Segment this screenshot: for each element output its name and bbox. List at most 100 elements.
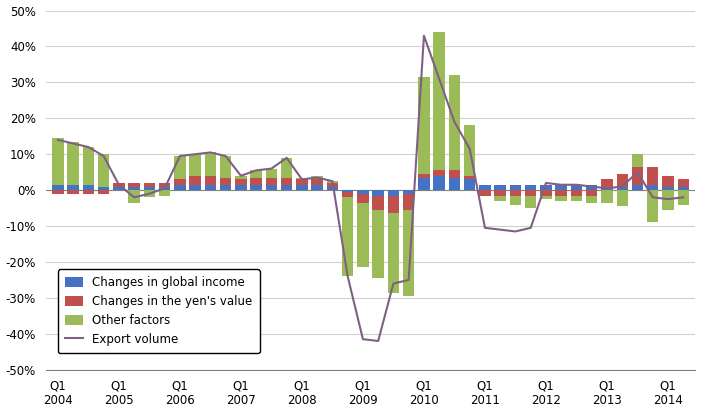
Bar	[144, 190, 155, 197]
Bar	[342, 190, 353, 192]
Bar	[601, 190, 613, 203]
Bar	[281, 178, 292, 185]
Bar	[128, 187, 139, 190]
Bar	[98, 154, 109, 187]
Legend: Changes in global income, Changes in the yen's value, Other factors, Export volu: Changes in global income, Changes in the…	[58, 269, 259, 353]
Bar	[83, 185, 94, 190]
Bar	[418, 174, 430, 178]
Bar	[525, 185, 536, 190]
Bar	[555, 195, 567, 201]
Bar	[297, 179, 308, 185]
Bar	[601, 187, 613, 190]
Bar	[525, 190, 536, 195]
Bar	[555, 185, 567, 190]
Bar	[189, 154, 201, 176]
Bar	[632, 154, 644, 167]
Bar	[479, 185, 491, 190]
Bar	[342, 197, 353, 276]
Bar	[616, 187, 628, 190]
Bar	[678, 187, 689, 190]
Bar	[358, 203, 369, 267]
Bar	[281, 158, 292, 178]
Bar	[418, 77, 430, 174]
Bar	[358, 194, 369, 203]
Bar	[297, 178, 308, 179]
Bar	[403, 210, 414, 296]
Bar	[67, 190, 79, 194]
Bar	[616, 190, 628, 206]
Bar	[174, 185, 186, 190]
Bar	[662, 190, 674, 210]
Bar	[189, 176, 201, 185]
Bar	[403, 190, 414, 194]
Bar	[540, 195, 552, 199]
Bar	[235, 185, 247, 190]
Bar	[83, 147, 94, 185]
Bar	[52, 190, 64, 194]
Bar	[98, 190, 109, 194]
Bar	[433, 171, 445, 176]
Bar	[632, 167, 644, 185]
Bar	[52, 185, 64, 190]
Bar	[205, 176, 216, 185]
Bar	[571, 190, 583, 195]
Bar	[388, 190, 399, 195]
Bar	[372, 195, 384, 210]
Bar	[647, 167, 658, 185]
Bar	[235, 176, 247, 179]
Bar	[479, 190, 491, 195]
Bar	[494, 190, 506, 195]
Bar	[113, 187, 125, 190]
Bar	[662, 176, 674, 187]
Bar	[174, 179, 186, 185]
Bar	[358, 190, 369, 194]
Bar	[83, 190, 94, 194]
Bar	[67, 185, 79, 190]
Bar	[571, 195, 583, 201]
Bar	[510, 185, 521, 190]
Bar	[494, 185, 506, 190]
Bar	[449, 75, 460, 171]
Bar	[418, 178, 430, 190]
Bar	[250, 185, 262, 190]
Bar	[266, 178, 277, 185]
Bar	[311, 179, 323, 185]
Bar	[266, 169, 277, 178]
Bar	[220, 156, 231, 178]
Bar	[616, 174, 628, 187]
Bar	[388, 214, 399, 292]
Bar	[250, 171, 262, 178]
Bar	[144, 183, 155, 187]
Bar	[540, 190, 552, 195]
Bar	[662, 187, 674, 190]
Bar	[159, 187, 170, 190]
Bar	[220, 178, 231, 185]
Bar	[220, 185, 231, 190]
Bar	[571, 185, 583, 190]
Bar	[205, 185, 216, 190]
Bar	[449, 178, 460, 190]
Bar	[266, 185, 277, 190]
Bar	[586, 185, 597, 190]
Bar	[647, 185, 658, 190]
Bar	[464, 126, 475, 176]
Bar	[601, 179, 613, 187]
Bar	[67, 142, 79, 185]
Bar	[433, 32, 445, 171]
Bar	[540, 185, 552, 190]
Bar	[647, 190, 658, 223]
Bar	[327, 183, 338, 187]
Bar	[510, 190, 521, 195]
Bar	[235, 179, 247, 185]
Bar	[311, 185, 323, 190]
Bar	[586, 195, 597, 203]
Bar	[403, 194, 414, 210]
Bar	[128, 183, 139, 187]
Bar	[144, 187, 155, 190]
Bar	[678, 190, 689, 204]
Bar	[678, 179, 689, 187]
Bar	[372, 210, 384, 278]
Bar	[159, 183, 170, 187]
Bar	[449, 171, 460, 178]
Bar	[342, 192, 353, 197]
